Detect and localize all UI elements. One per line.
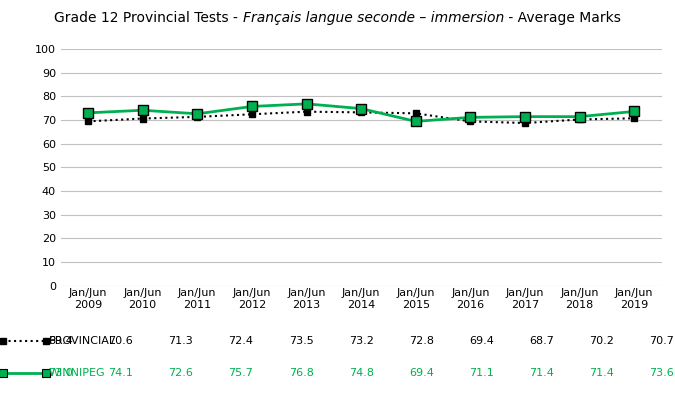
Text: 73.5: 73.5 <box>289 336 313 346</box>
Text: 71.4: 71.4 <box>589 368 614 378</box>
Text: 73.0: 73.0 <box>49 368 73 378</box>
Text: Grade 12 Provincial Tests -: Grade 12 Provincial Tests - <box>54 11 242 25</box>
Text: PROVINCIAL: PROVINCIAL <box>49 336 115 346</box>
Text: 68.7: 68.7 <box>529 336 554 346</box>
Text: 73.6: 73.6 <box>649 368 674 378</box>
Text: 72.6: 72.6 <box>169 368 193 378</box>
Text: 72.8: 72.8 <box>408 336 434 346</box>
Text: 75.7: 75.7 <box>229 368 253 378</box>
Text: 74.1: 74.1 <box>109 368 133 378</box>
Text: WINNIPEG: WINNIPEG <box>49 368 105 378</box>
Text: 74.8: 74.8 <box>348 368 374 378</box>
Text: 69.4: 69.4 <box>49 336 73 346</box>
Text: 70.2: 70.2 <box>589 336 614 346</box>
Text: 72.4: 72.4 <box>228 336 254 346</box>
Text: 70.7: 70.7 <box>649 336 674 346</box>
Text: 71.4: 71.4 <box>529 368 554 378</box>
Text: 71.1: 71.1 <box>469 368 493 378</box>
Text: 71.3: 71.3 <box>169 336 193 346</box>
Text: 70.6: 70.6 <box>109 336 133 346</box>
Text: 73.2: 73.2 <box>349 336 373 346</box>
Text: Français langue seconde – immersion: Français langue seconde – immersion <box>242 11 504 25</box>
Text: - Average Marks: - Average Marks <box>504 11 621 25</box>
Text: 76.8: 76.8 <box>289 368 313 378</box>
Text: 69.4: 69.4 <box>409 368 433 378</box>
Text: 69.4: 69.4 <box>469 336 493 346</box>
